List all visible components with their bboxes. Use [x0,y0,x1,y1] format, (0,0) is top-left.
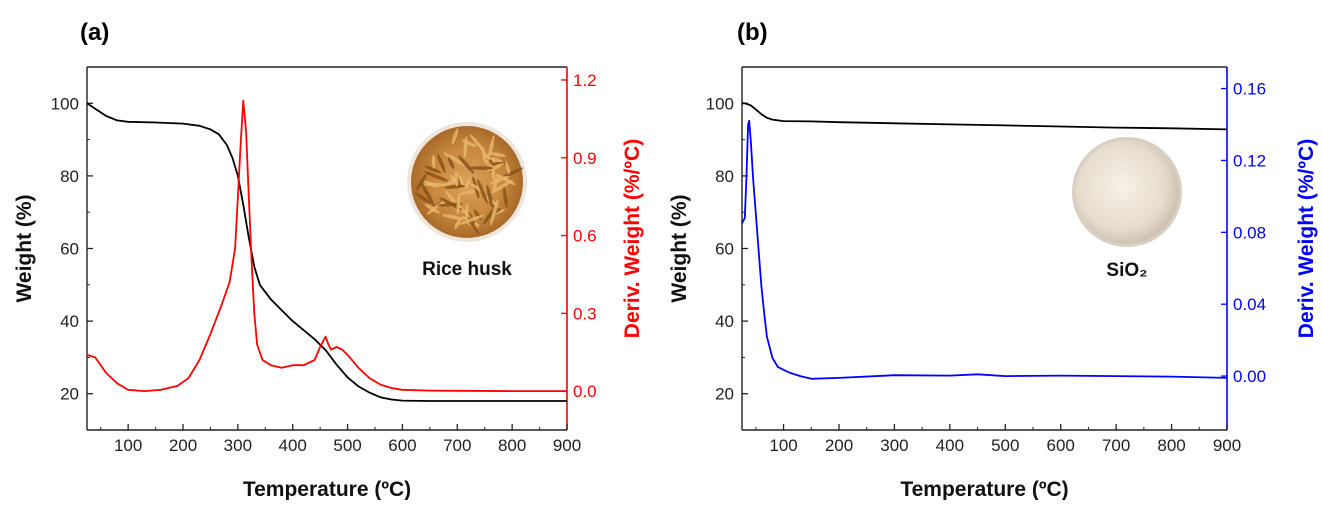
y-tick-label: 100 [706,94,734,113]
y-tick-label: 80 [60,167,79,186]
husk-grain [443,152,467,167]
x-tick-label: 700 [1102,436,1130,455]
x-tick-label: 100 [114,436,142,455]
y-tick-label: 100 [51,94,79,113]
x-axis-title: Temperature (ºC) [243,478,411,500]
x-tick-label: 200 [825,436,853,455]
husk-grain [415,174,427,191]
husk-grain [463,136,468,159]
chart-panel-a: 100 200 300 400 500 600 700 800 900 20 40 60 80 100 0.… [13,19,644,501]
y2-tick-label: 1.2 [573,71,597,90]
x-tick-label: 700 [443,436,471,455]
husk-grain [468,166,494,170]
y2-tick-label: 0.9 [573,149,597,168]
y2-axis-title: Deriv. Weight (%/ºC) [1295,139,1318,338]
husk-grain [501,167,524,179]
x-axis-title: Temperature (ºC) [900,478,1068,500]
husk-grain [454,217,462,230]
x-tick-label: 400 [936,436,964,455]
husk-grain [437,153,446,173]
husk-grain [486,184,493,208]
x-tick-label: 500 [991,436,1019,455]
x-tick-label: 200 [169,436,197,455]
y-tick-label: 20 [715,385,734,404]
x-tick-label: 900 [553,436,581,455]
y2-tick-label: 0.12 [1233,151,1266,170]
husk-grain [490,199,499,226]
husk-grain [420,182,435,207]
y-tick-label: 80 [715,167,734,186]
husk-grain [451,128,459,145]
x-tick-label: 800 [498,436,526,455]
y2-tick-label: 0.00 [1233,367,1266,386]
y-axis-title: Weight (%) [668,194,691,302]
husk-grain [503,187,508,208]
husk-grain [458,155,475,174]
husk-grain [470,134,485,152]
y2-tick-label: 0.16 [1233,80,1266,99]
y-axis-title: Weight (%) [13,194,36,302]
husk-grain [488,157,503,163]
panel-label: (a) [80,19,109,46]
y2-tick-label: 0.6 [573,227,597,246]
y-tick-label: 40 [60,312,79,331]
husk-grain [495,174,517,186]
husk-grain [488,152,506,157]
x-tick-label: 900 [1213,436,1241,455]
husk-grain [424,165,442,174]
husk-grain [464,177,471,190]
y2-tick-label: 0.3 [573,304,597,323]
deriv-weight-line [86,99,567,392]
husk-grain [456,193,461,215]
panel-label: (b) [737,19,768,46]
y-tick-label: 60 [60,240,79,259]
y-tick-label: 40 [715,312,734,331]
husk-grain [437,202,463,207]
x-tick-label: 600 [1047,436,1075,455]
husk-grain [447,156,455,169]
husk-grain [486,163,505,172]
y2-tick-label: 0.0 [573,382,597,401]
rice-husk-photo [407,122,527,242]
y2-tick-label: 0.08 [1233,223,1266,242]
x-tick-label: 100 [769,436,797,455]
chart-panel-b: 100 200 300 400 500 600 700 800 900 20 40 60 80 100 0.… [668,19,1318,501]
x-tick-label: 800 [1157,436,1185,455]
husk-grain [424,203,440,214]
husk-grain [505,161,511,175]
x-tick-label: 300 [224,436,252,455]
husk-grain [477,178,488,204]
weight-line [86,102,567,402]
husk-grain [415,192,431,204]
husk-grain [487,135,495,162]
husk-grain [490,179,513,194]
weight-line [742,102,1228,131]
husk-grain [442,214,465,220]
husk-grain [454,172,459,187]
silica-fill [1075,140,1179,244]
husk-grain [423,182,446,187]
inset-label: SiO₂ [1106,260,1147,281]
husk-grain [459,214,485,225]
x-tick-label: 400 [279,436,307,455]
deriv-weight-line [741,120,1228,380]
husk-grain [482,158,495,170]
husk-grain [424,171,449,182]
y2-axis-title: Deriv. Weight (%/ºC) [621,139,644,338]
silica-photo [1072,137,1182,247]
x-tick-label: 300 [880,436,908,455]
x-tick-label: 600 [388,436,416,455]
y-tick-label: 60 [715,240,734,259]
inset-label: Rice husk [422,259,512,280]
y2-tick-label: 0.04 [1233,295,1266,314]
x-tick-label: 500 [333,436,361,455]
husk-grain [431,155,436,169]
y-tick-label: 20 [60,385,79,404]
